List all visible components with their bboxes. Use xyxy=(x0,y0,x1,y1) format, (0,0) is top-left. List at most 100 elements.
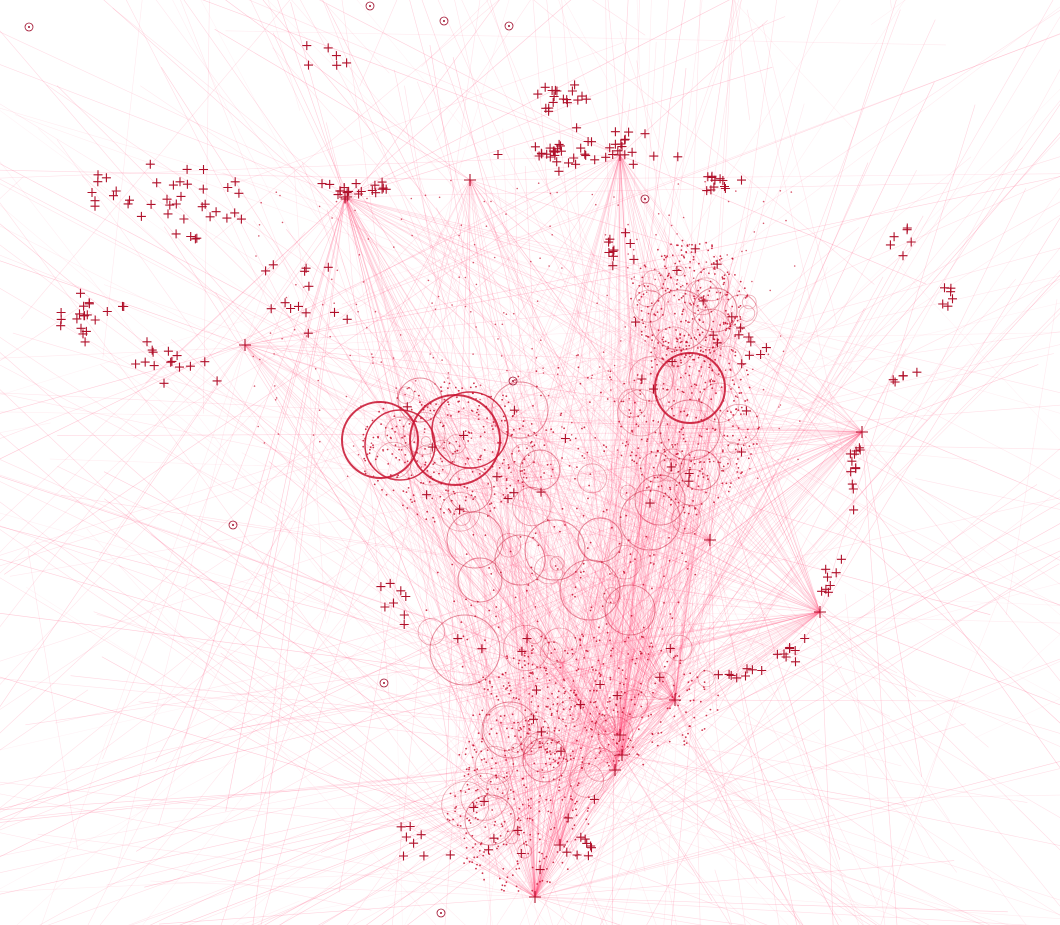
route-line xyxy=(526,879,538,893)
node-dot xyxy=(566,820,568,823)
node-dot xyxy=(540,746,542,749)
node-dot xyxy=(680,462,683,465)
route-line xyxy=(513,147,536,898)
node-dot xyxy=(570,689,572,692)
node-dot xyxy=(488,609,491,612)
node-dot xyxy=(687,732,689,735)
node-dot xyxy=(489,780,492,783)
route-line xyxy=(0,231,306,628)
node-dot xyxy=(490,502,493,505)
route-line xyxy=(674,699,909,860)
node-dot xyxy=(432,463,435,465)
node-dot xyxy=(552,758,555,761)
node-dot xyxy=(535,711,537,714)
node-dot xyxy=(472,261,475,264)
route-line xyxy=(344,196,605,758)
route-line xyxy=(440,417,616,771)
airport-cross xyxy=(572,850,582,860)
route-line xyxy=(619,82,935,736)
route-line xyxy=(709,539,958,873)
node-dot xyxy=(479,456,481,458)
node-dot xyxy=(708,272,710,275)
node-dot xyxy=(653,554,655,556)
node-dot xyxy=(743,336,745,338)
route-line xyxy=(501,490,629,518)
airport-cross xyxy=(580,149,590,159)
node-dot xyxy=(396,397,399,399)
route-line xyxy=(511,497,520,547)
route-line xyxy=(647,276,733,463)
node-dot xyxy=(662,387,665,390)
airport-cross xyxy=(492,472,502,482)
node-dot xyxy=(273,353,275,355)
route-line xyxy=(430,462,623,756)
route-line xyxy=(519,382,631,470)
node-dot xyxy=(474,496,476,498)
node-dot xyxy=(712,320,715,323)
route-line xyxy=(437,0,625,414)
route-line xyxy=(534,266,704,898)
node-dot xyxy=(566,652,569,655)
node-dot xyxy=(447,403,450,406)
node-dot xyxy=(532,536,534,539)
node-dot xyxy=(653,476,656,479)
node-circle xyxy=(474,746,514,786)
route-line xyxy=(118,564,536,898)
airport-cross xyxy=(848,484,858,494)
node-dot xyxy=(650,642,653,644)
node-dot xyxy=(661,344,664,347)
route-line xyxy=(344,196,928,421)
node-dot xyxy=(613,364,616,367)
airport-cross xyxy=(890,377,900,387)
node-dot xyxy=(509,689,512,692)
node-dot xyxy=(558,786,561,789)
node-dot xyxy=(556,373,559,376)
node-dot xyxy=(651,366,653,369)
route-line xyxy=(601,674,716,695)
route-line xyxy=(582,154,621,641)
route-line xyxy=(244,344,484,477)
route-line xyxy=(520,154,621,525)
node-dot xyxy=(622,707,625,709)
node-dot xyxy=(611,526,613,529)
node-dot xyxy=(648,400,650,402)
route-line xyxy=(125,0,561,846)
node-dot xyxy=(585,818,588,821)
route-line xyxy=(556,527,693,835)
node-dot xyxy=(541,879,544,882)
route-line xyxy=(619,327,659,736)
node-dot xyxy=(645,291,648,294)
node-dot xyxy=(700,503,703,505)
route-line xyxy=(614,296,641,771)
route-line xyxy=(674,699,747,844)
route-line xyxy=(424,446,572,666)
node-dot xyxy=(564,649,566,652)
node-dot xyxy=(632,248,635,251)
route-line xyxy=(608,584,621,736)
small-circle-dot xyxy=(383,682,385,684)
node-dot xyxy=(468,768,470,771)
node-circle xyxy=(727,442,739,454)
node-dot xyxy=(782,350,785,353)
route-line xyxy=(692,282,717,335)
airport-cross xyxy=(79,301,89,311)
route-line xyxy=(56,85,676,701)
node-dot xyxy=(667,274,670,277)
route-line xyxy=(506,444,572,736)
node-dot xyxy=(631,459,634,461)
node-dot xyxy=(738,290,741,293)
route-line xyxy=(482,587,497,735)
node-dot xyxy=(512,763,515,765)
node-dot xyxy=(357,310,359,313)
route-line xyxy=(391,479,544,849)
node-dot xyxy=(568,697,571,699)
route-line xyxy=(469,179,573,851)
route-line xyxy=(593,722,623,756)
route-line xyxy=(469,179,640,408)
route-line xyxy=(619,734,1028,803)
node-dot xyxy=(714,428,717,431)
airport-cross xyxy=(367,186,377,195)
route-line xyxy=(423,438,482,721)
node-dot xyxy=(636,753,639,756)
node-dot xyxy=(398,419,401,422)
